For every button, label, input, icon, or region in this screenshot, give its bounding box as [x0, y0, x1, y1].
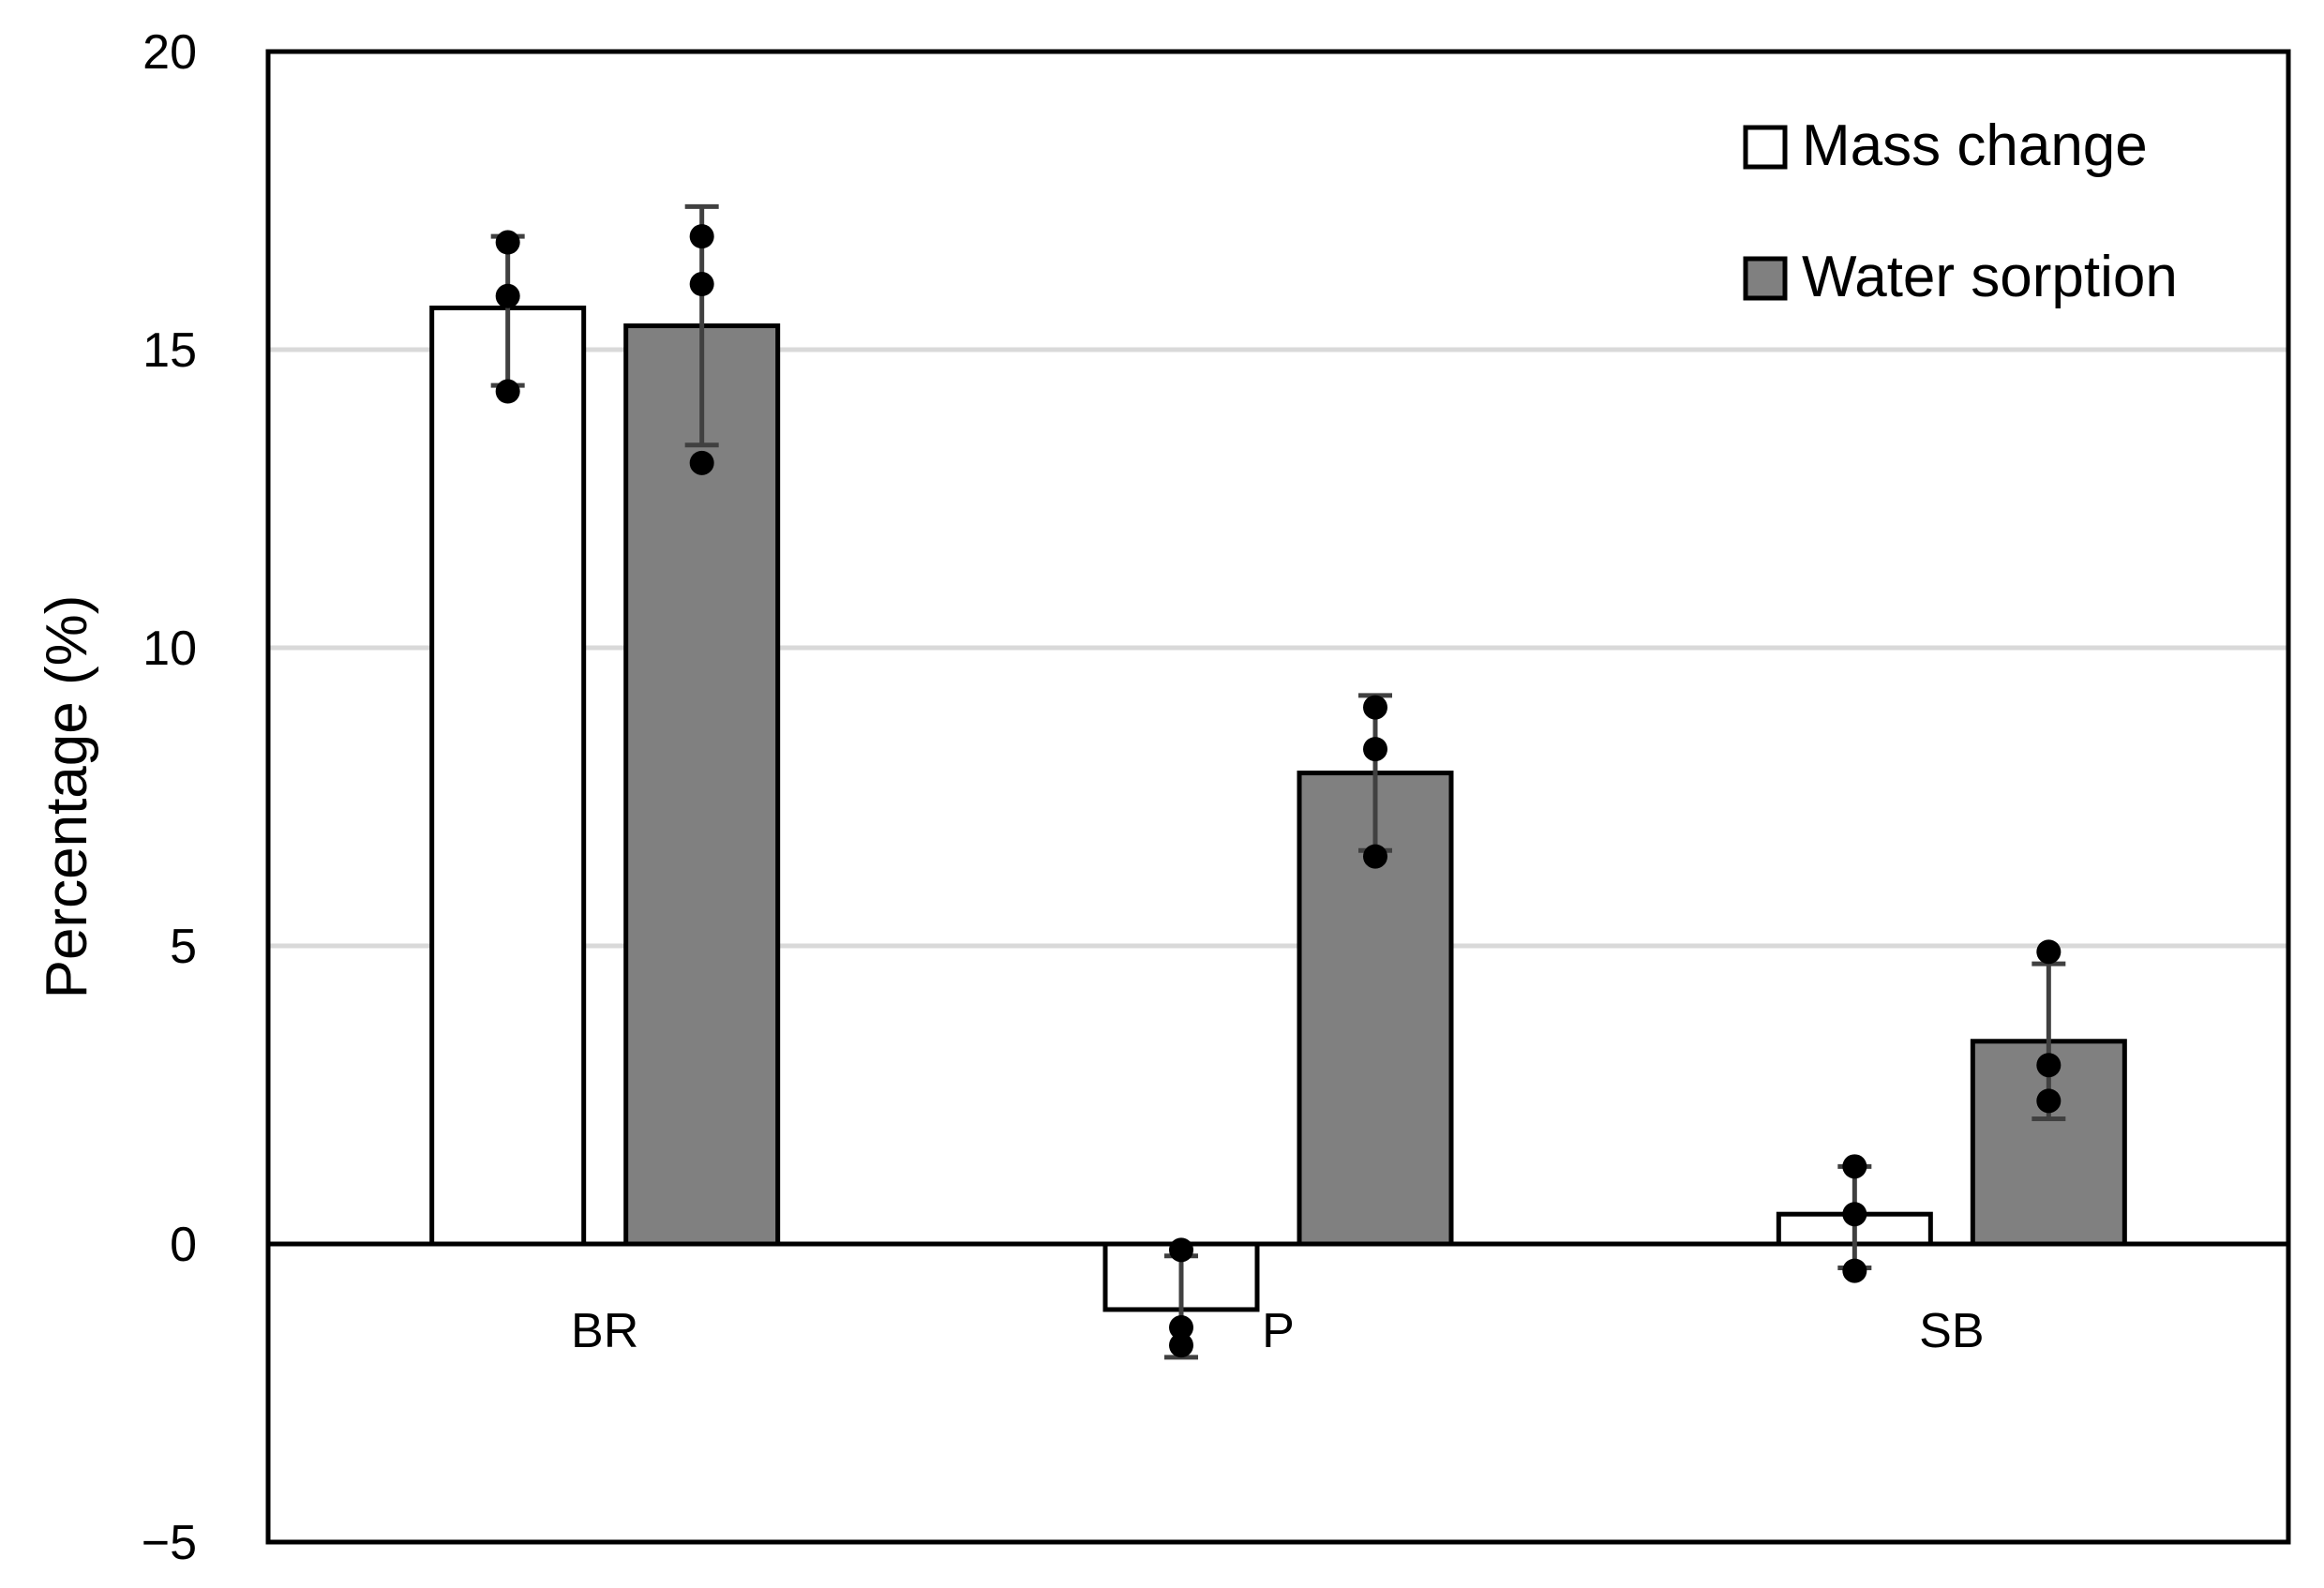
data-point	[1842, 1202, 1867, 1227]
legend: Mass change Water sorption	[1743, 113, 2178, 309]
axes	[265, 49, 2291, 1545]
legend-label: Mass change	[1802, 113, 2148, 178]
category-label: SB	[1919, 1304, 1984, 1358]
data-point	[495, 379, 520, 404]
data-point	[1169, 1315, 1193, 1341]
legend-swatch	[1743, 256, 1788, 301]
data-point	[2036, 1053, 2062, 1078]
y-tick-label: 0	[170, 1218, 197, 1272]
data-point	[495, 283, 520, 308]
category-label: P	[1262, 1304, 1295, 1358]
category-label: BR	[571, 1304, 638, 1358]
data-point	[1363, 844, 1387, 869]
data-point	[689, 272, 714, 297]
data-point	[689, 450, 714, 475]
data-point	[495, 230, 520, 255]
labels: 20 15 10 5 0 −5 Percentage (%) BR P SB	[35, 25, 1985, 1570]
legend-label: Water sorption	[1802, 245, 2178, 309]
data-point	[1363, 737, 1387, 762]
bar	[623, 323, 781, 1247]
data-point	[689, 224, 714, 249]
bars	[429, 305, 2127, 1312]
data-point	[1842, 1154, 1867, 1179]
plot-border	[265, 49, 2291, 1545]
y-axis-title: Percentage (%)	[35, 595, 99, 999]
data-point	[1169, 1237, 1193, 1263]
y-tick-label: −5	[142, 1516, 197, 1570]
data-points	[495, 224, 2062, 1358]
y-tick-label: 15	[142, 323, 197, 378]
gridlines	[268, 347, 2288, 949]
y-tick-label: 10	[142, 622, 197, 676]
bar	[429, 305, 587, 1247]
data-point	[1363, 695, 1387, 720]
y-tick-label: 5	[170, 920, 197, 974]
data-point	[1842, 1258, 1867, 1283]
data-point	[2036, 1088, 2062, 1114]
data-point	[1169, 1333, 1193, 1358]
data-point	[2036, 939, 2062, 965]
legend-swatch	[1743, 125, 1788, 170]
y-tick-label: 20	[142, 25, 197, 80]
